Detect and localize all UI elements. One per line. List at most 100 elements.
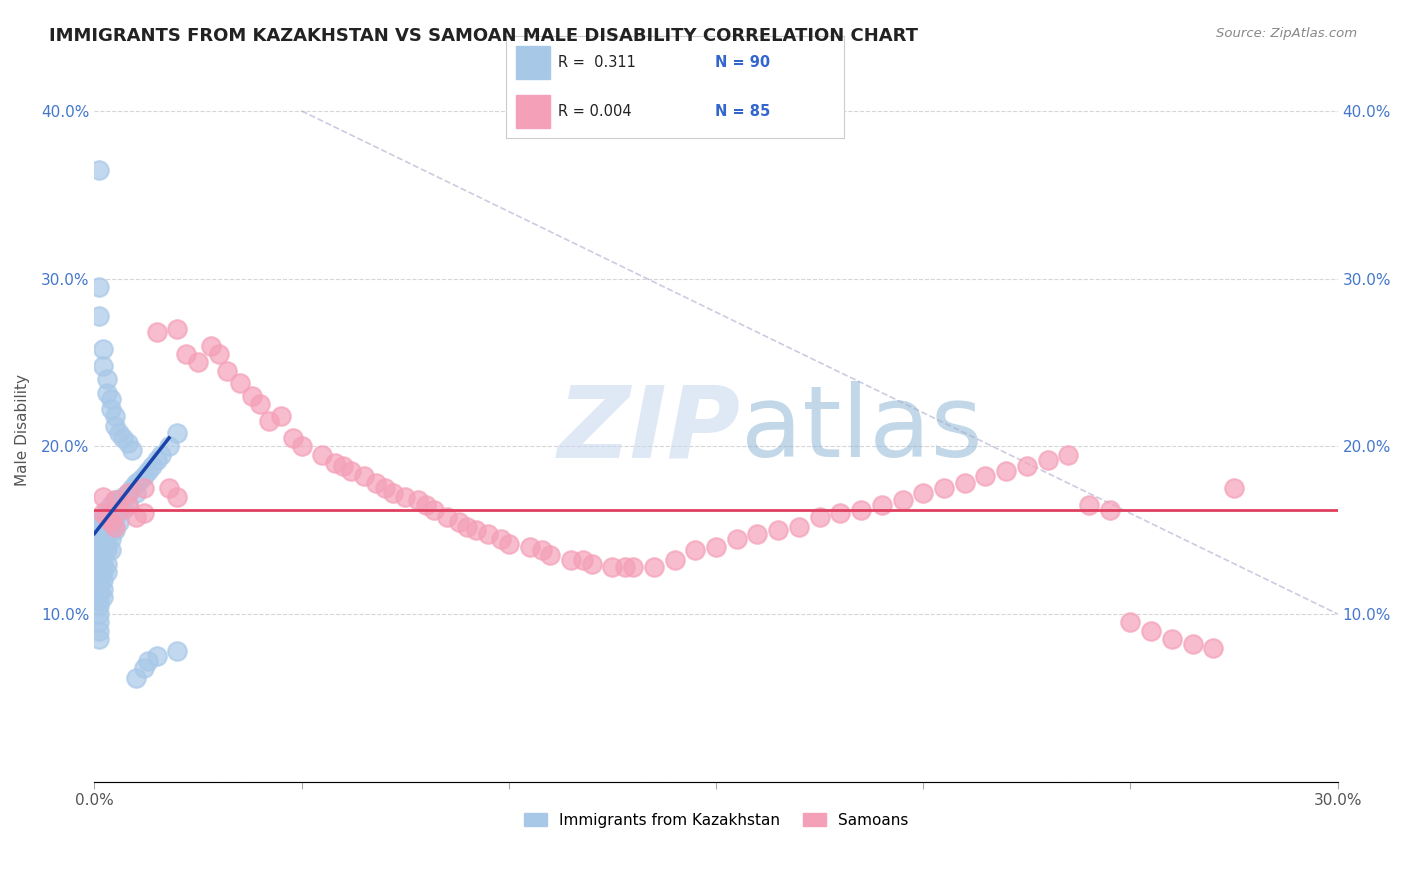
Point [134,507,156,521]
Point [685,543,707,558]
Point [117,498,139,512]
Point [87,162,110,177]
Text: IMMIGRANTS FROM KAZAKHSTAN VS SAMOAN MALE DISABILITY CORRELATION CHART: IMMIGRANTS FROM KAZAKHSTAN VS SAMOAN MAL… [49,27,918,45]
Point [423,503,446,517]
Point [166,490,188,504]
Point [145,326,167,340]
Point [87,553,110,567]
Point [1078,498,1101,512]
Text: N = 90: N = 90 [716,54,770,70]
Point [87,526,110,541]
Point [100,392,122,407]
Point [974,469,997,483]
Point [96,515,118,529]
Point [104,409,127,424]
Point [134,469,156,483]
Point [96,509,118,524]
Point [830,507,852,521]
Point [96,503,118,517]
Point [125,486,148,500]
Point [283,431,305,445]
Point [1057,448,1080,462]
Point [519,540,541,554]
Point [104,493,127,508]
Point [100,402,122,417]
Point [91,532,114,546]
Point [134,660,156,674]
Point [87,543,110,558]
Point [87,599,110,613]
Point [174,347,197,361]
Point [91,543,114,558]
Point [87,549,110,563]
Point [1119,615,1142,630]
Point [108,503,131,517]
Point [96,543,118,558]
Point [121,481,143,495]
Point [112,431,135,445]
Point [96,565,118,579]
Point [87,565,110,579]
Point [117,436,139,450]
Point [1015,459,1038,474]
Point [91,582,114,596]
Point [849,503,872,517]
Point [166,322,188,336]
Point [530,543,553,558]
Point [340,465,363,479]
Point [117,486,139,500]
Legend: Immigrants from Kazakhstan, Samoans: Immigrants from Kazakhstan, Samoans [517,806,914,834]
Point [87,607,110,621]
Point [87,520,110,534]
Point [91,526,114,541]
Point [311,448,333,462]
Point [104,523,127,537]
Point [157,481,180,495]
Point [1181,637,1204,651]
Point [117,486,139,500]
Point [145,648,167,663]
Point [406,493,429,508]
Point [1223,481,1246,495]
Text: Source: ZipAtlas.com: Source: ZipAtlas.com [1216,27,1357,40]
Point [808,509,831,524]
Bar [516,95,550,128]
Point [912,486,935,500]
Point [489,532,512,546]
Point [394,490,416,504]
Point [602,560,624,574]
Point [91,557,114,571]
Point [381,486,404,500]
Point [91,342,114,356]
Point [187,355,209,369]
Point [270,409,292,424]
Point [415,498,437,512]
Point [1140,624,1163,638]
Point [87,582,110,596]
Point [125,671,148,685]
Point [870,498,893,512]
Point [100,515,122,529]
Point [134,481,156,495]
Point [125,476,148,491]
Point [538,549,561,563]
Point [725,532,748,546]
Point [100,543,122,558]
Point [217,364,239,378]
Point [112,490,135,504]
Point [87,532,110,546]
Point [87,515,110,529]
Point [104,503,127,517]
Point [138,465,160,479]
Point [104,493,127,508]
Point [125,509,148,524]
Point [456,520,478,534]
Point [87,615,110,630]
Point [621,560,644,574]
Point [100,532,122,546]
Point [953,476,976,491]
Point [87,536,110,550]
Point [374,481,396,495]
Y-axis label: Male Disability: Male Disability [15,374,30,485]
Point [96,526,118,541]
